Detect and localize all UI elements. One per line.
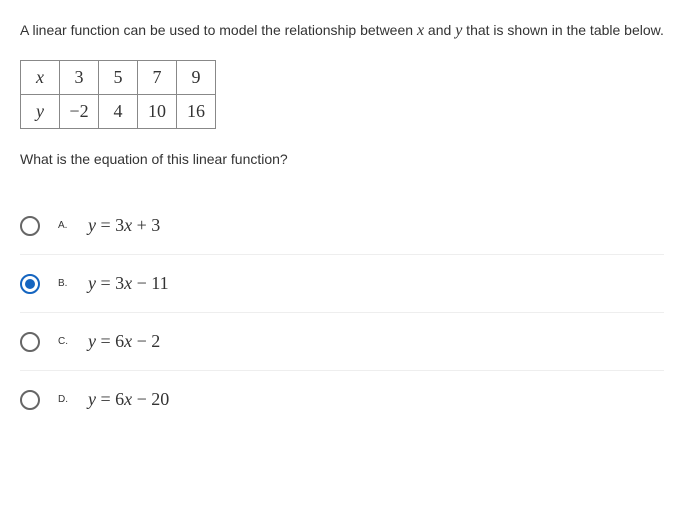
- eq-tail: − 11: [132, 273, 168, 293]
- eq-y: y: [88, 215, 96, 235]
- eq-x: x: [124, 273, 132, 293]
- prompt-text-pre: A linear function can be used to model t…: [20, 22, 417, 38]
- eq-x: x: [124, 331, 132, 351]
- option-equation: y = 3x + 3: [88, 215, 160, 236]
- question-subprompt: What is the equation of this linear func…: [20, 151, 664, 167]
- option-equation: y = 6x − 20: [88, 389, 169, 410]
- cell: 7: [138, 61, 177, 95]
- prompt-text-post: that is shown in the table below.: [462, 22, 664, 38]
- table-row: x 3 5 7 9: [21, 61, 216, 95]
- eq-x: x: [124, 389, 132, 409]
- option-letter: D.: [58, 394, 70, 405]
- option-letter: C.: [58, 336, 70, 347]
- eq-mid: = 3: [96, 273, 124, 293]
- cell: 3: [60, 61, 99, 95]
- eq-tail: − 20: [132, 389, 169, 409]
- table-row: y −2 4 10 16: [21, 95, 216, 129]
- row-label-x: x: [21, 61, 60, 95]
- option-c[interactable]: C. y = 6x − 2: [20, 313, 664, 371]
- radio-button[interactable]: [20, 274, 40, 294]
- radio-button[interactable]: [20, 332, 40, 352]
- question-prompt: A linear function can be used to model t…: [20, 20, 664, 42]
- option-b[interactable]: B. y = 3x − 11: [20, 255, 664, 313]
- cell: −2: [60, 95, 99, 129]
- option-equation: y = 6x − 2: [88, 331, 160, 352]
- cell: 9: [177, 61, 216, 95]
- eq-mid: = 6: [96, 389, 124, 409]
- cell: 5: [99, 61, 138, 95]
- radio-button[interactable]: [20, 390, 40, 410]
- option-d[interactable]: D. y = 6x − 20: [20, 371, 664, 428]
- eq-tail: − 2: [132, 331, 160, 351]
- option-a[interactable]: A. y = 3x + 3: [20, 197, 664, 255]
- radio-button[interactable]: [20, 216, 40, 236]
- cell: 10: [138, 95, 177, 129]
- var-x: x: [417, 22, 424, 39]
- option-letter: A.: [58, 220, 70, 231]
- eq-mid: = 6: [96, 331, 124, 351]
- option-equation: y = 3x − 11: [88, 273, 169, 294]
- options-list: A. y = 3x + 3 B. y = 3x − 11 C. y = 6x −…: [20, 197, 664, 428]
- eq-y: y: [88, 273, 96, 293]
- cell: 16: [177, 95, 216, 129]
- row-label-y: y: [21, 95, 60, 129]
- eq-x: x: [124, 215, 132, 235]
- eq-mid: = 3: [96, 215, 124, 235]
- cell: 4: [99, 95, 138, 129]
- eq-y: y: [88, 389, 96, 409]
- prompt-text-mid: and: [424, 22, 455, 38]
- data-table: x 3 5 7 9 y −2 4 10 16: [20, 60, 216, 129]
- eq-y: y: [88, 331, 96, 351]
- eq-tail: + 3: [132, 215, 160, 235]
- option-letter: B.: [58, 278, 70, 289]
